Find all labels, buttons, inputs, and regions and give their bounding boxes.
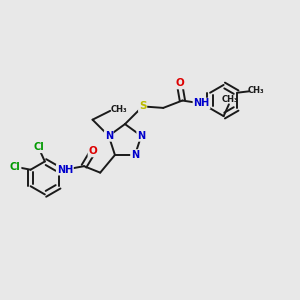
Text: N: N	[105, 131, 113, 141]
Text: S: S	[139, 101, 146, 111]
Text: CH₃: CH₃	[222, 94, 239, 103]
Text: O: O	[175, 79, 184, 88]
Text: CH₃: CH₃	[110, 105, 127, 114]
Text: NH: NH	[57, 165, 73, 175]
Text: Cl: Cl	[10, 162, 21, 172]
Text: Cl: Cl	[33, 142, 44, 152]
Text: O: O	[88, 146, 97, 156]
Text: NH: NH	[194, 98, 210, 109]
Text: N: N	[131, 150, 139, 160]
Text: CH₃: CH₃	[248, 86, 264, 95]
Text: N: N	[137, 131, 145, 141]
